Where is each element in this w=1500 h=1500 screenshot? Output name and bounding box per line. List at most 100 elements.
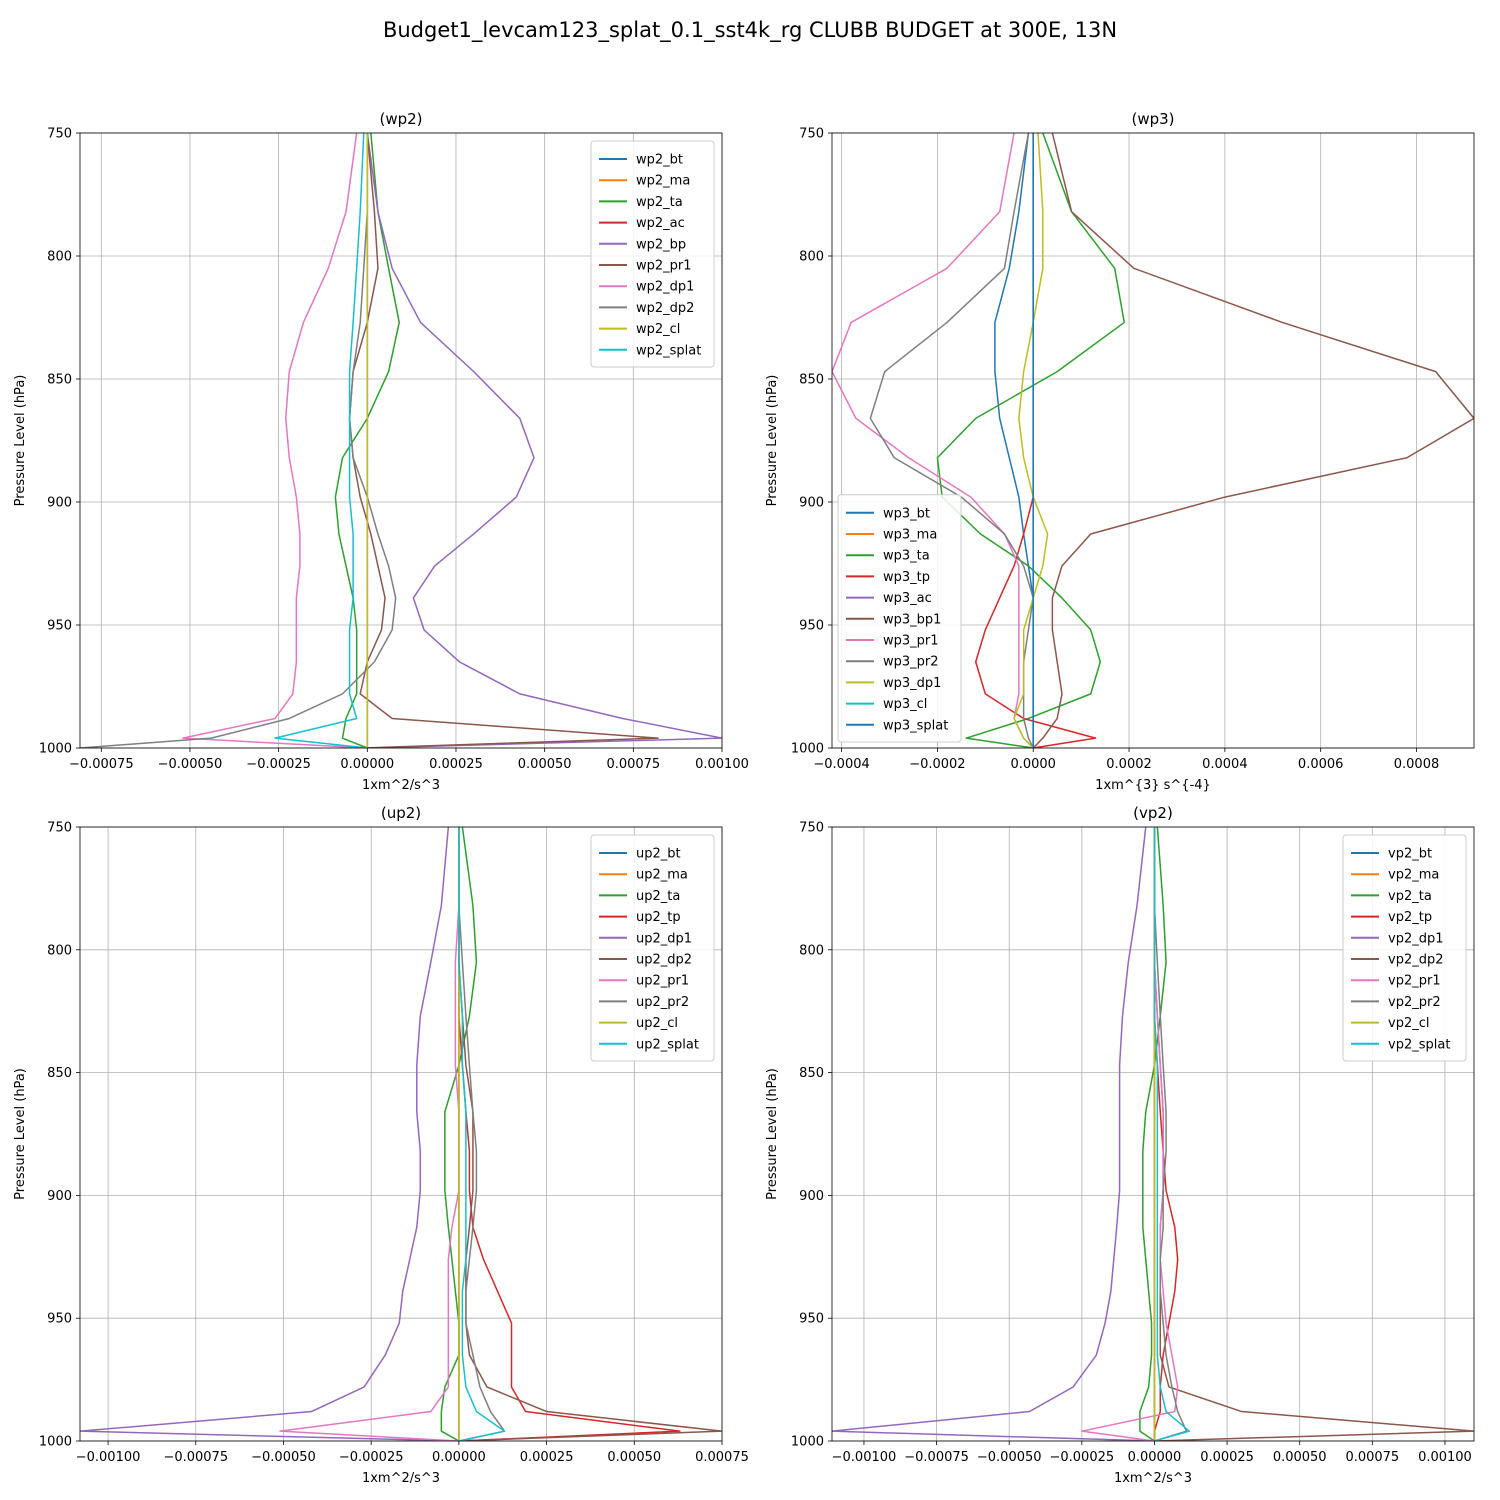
- legend-entry-label: wp2_ma: [636, 174, 690, 189]
- series-line-vp2_pr1: [1081, 827, 1179, 1441]
- y-axis-label: Pressure Level (hPa): [13, 375, 28, 507]
- x-tick-label: 0.0008: [1394, 757, 1440, 772]
- legend-entry-label: vp2_dp2: [1388, 953, 1444, 968]
- series-line-vp2_splat: [1153, 827, 1191, 1441]
- panel-up2: −0.00100 −0.00075 −0.00050 −0.00025 0.00000 0…: [13, 804, 749, 1486]
- x-tick-label: −0.00025: [246, 757, 311, 772]
- y-tick-label: 1000: [791, 1435, 824, 1450]
- legend-entry-label: wp3_dp1: [883, 676, 941, 691]
- y-tick-label: 1000: [39, 742, 72, 757]
- legend-entry-label: vp2_tp: [1388, 910, 1432, 925]
- y-tick-label: 950: [47, 619, 72, 634]
- panel-title: (wp3): [1131, 110, 1174, 128]
- x-tick-label: 0.00025: [1200, 1450, 1254, 1465]
- legend-entry-label: wp2_bt: [636, 153, 683, 168]
- legend-entry-label: vp2_pr2: [1388, 995, 1441, 1010]
- series-line-wp3_dp1: [1013, 133, 1049, 748]
- series-line-up2_dp1: [80, 827, 459, 1441]
- legend-entry-label: wp3_bp1: [883, 612, 941, 627]
- y-tick-label: 800: [47, 250, 72, 265]
- y-tick-label: 750: [47, 127, 72, 142]
- x-tick-label: −0.00025: [1049, 1450, 1114, 1465]
- series-line-wp2_dp1: [182, 133, 368, 748]
- legend: up2_bt up2_ma up2_ta up2_tp up2_dp1 up2_dp2up…: [590, 834, 715, 1062]
- x-tick-label: 0.00000: [1128, 1450, 1182, 1465]
- x-tick-label: −0.00050: [977, 1450, 1042, 1465]
- legend-entry-label: wp2_dp2: [636, 301, 694, 316]
- x-tick-label: −0.00075: [69, 757, 134, 772]
- legend-entry-label: wp3_splat: [883, 718, 948, 733]
- legend-entry-label: up2_splat: [636, 1037, 699, 1052]
- x-tick-label: 0.0004: [1202, 757, 1248, 772]
- legend-entry-label: vp2_bt: [1388, 847, 1432, 862]
- legend-entry-label: up2_dp2: [636, 953, 692, 968]
- legend-entry-label: up2_pr1: [636, 974, 689, 989]
- y-tick-label: 950: [799, 1312, 824, 1327]
- y-tick-label: 900: [47, 1189, 72, 1204]
- x-tick-label: 0.00075: [1345, 1450, 1399, 1465]
- legend-entry-label: wp3_tp: [883, 570, 930, 585]
- legend-entry-label: wp3_ta: [883, 549, 930, 564]
- x-axis-label: 1xm^2/s^3: [362, 1471, 440, 1486]
- x-tick-label: −0.00075: [163, 1450, 228, 1465]
- y-tick-label: 1000: [791, 742, 824, 757]
- legend-entry-label: wp2_ta: [636, 195, 683, 210]
- legend-entry-label: wp2_cl: [636, 322, 680, 337]
- y-tick-label: 1000: [39, 1435, 72, 1450]
- series-group: [832, 133, 1474, 748]
- y-tick-label: 800: [799, 943, 824, 958]
- axes-frame: [79, 826, 723, 1442]
- x-tick-label: 0.0006: [1298, 757, 1344, 772]
- series-line-up2_splat: [458, 827, 506, 1441]
- legend-frame: [1342, 834, 1467, 1062]
- legend-entry-label: wp3_cl: [883, 697, 927, 712]
- axes-frame: [831, 132, 1475, 749]
- y-tick-label: 750: [47, 821, 72, 836]
- x-tick-label: −0.0002: [909, 757, 965, 772]
- series-line-wp2_ta: [334, 133, 400, 748]
- y-axis-label: Pressure Level (hPa): [765, 375, 780, 507]
- y-tick-label: 800: [799, 250, 824, 265]
- legend-entry-label: vp2_pr1: [1388, 974, 1441, 989]
- x-tick-label: 0.00025: [520, 1450, 574, 1465]
- legend: wp3_bt wp3_ma wp3_ta wp3_tp wp3_ac wp3_bp1 wp3…: [837, 494, 962, 743]
- x-tick-label: 0.00050: [518, 757, 572, 772]
- x-axis-label: 1xm^2/s^3: [1114, 1471, 1192, 1486]
- axes-frame: [831, 826, 1475, 1442]
- series-line-vp2_ta: [1139, 827, 1167, 1441]
- legend-entry-label: up2_ta: [636, 889, 680, 904]
- legend-entry-label: wp3_pr1: [883, 634, 939, 649]
- legend: wp2_bt wp2_ma wp2_ta wp2_ac wp2_bp wp2_pr1 wp2…: [590, 140, 715, 368]
- legend-frame: [590, 834, 715, 1062]
- x-tick-label: −0.00025: [339, 1450, 404, 1465]
- x-tick-label: 0.0002: [1106, 757, 1152, 772]
- y-tick-label: 900: [799, 1189, 824, 1204]
- x-tick-label: 0.00000: [340, 757, 394, 772]
- panel-title: (vp2): [1133, 804, 1173, 822]
- x-tick-label: −0.00100: [76, 1450, 141, 1465]
- y-axis-label: Pressure Level (hPa): [765, 1068, 780, 1200]
- legend-entry-label: up2_ma: [636, 868, 688, 883]
- x-tick-label: 0.00100: [695, 757, 749, 772]
- series-line-up2_pr1: [279, 827, 460, 1441]
- legend-entry-label: wp3_pr2: [883, 655, 939, 670]
- legend-entry-label: vp2_dp1: [1388, 931, 1444, 946]
- legend-entry-label: vp2_ma: [1388, 868, 1439, 883]
- legend-entry-label: wp2_splat: [636, 343, 701, 358]
- figure-suptitle: Budget1_levcam123_splat_0.1_sst4k_rg CLU…: [383, 18, 1117, 43]
- y-tick-label: 950: [799, 619, 824, 634]
- x-tick-label: 0.00000: [432, 1450, 486, 1465]
- series-line-wp2_splat: [274, 133, 368, 748]
- series-line-vp2_dp1: [832, 827, 1155, 1441]
- series-group: [80, 133, 722, 748]
- series-line-wp3_bp1: [1032, 133, 1474, 748]
- legend-entry-label: up2_cl: [636, 1016, 678, 1031]
- legend-entry-label: up2_bt: [636, 847, 681, 862]
- series-group: [80, 827, 722, 1441]
- legend-entry-label: wp2_ac: [636, 216, 685, 231]
- y-tick-label: 850: [799, 373, 824, 388]
- legend-frame: [590, 140, 715, 368]
- panel-wp2: −0.00075 −0.00050 −0.00025 0.00000 0.00025 0.…: [13, 110, 749, 793]
- panel-title: (up2): [381, 804, 421, 822]
